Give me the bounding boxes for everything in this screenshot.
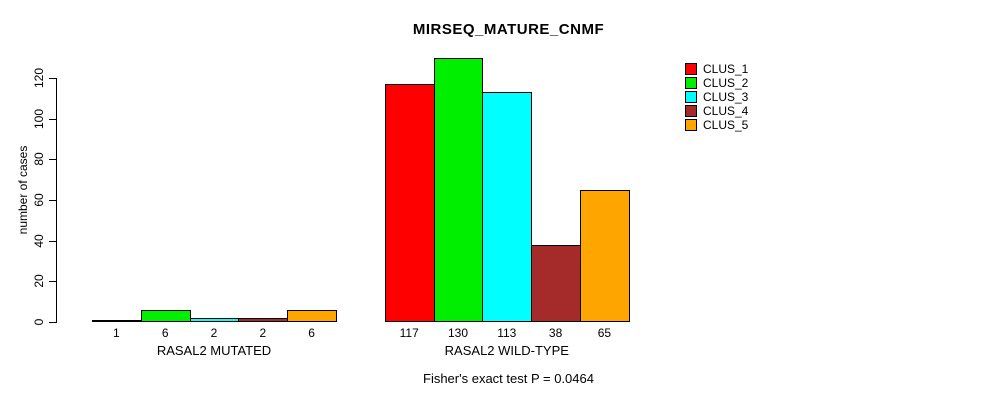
- legend-label: CLUS_5: [703, 118, 749, 132]
- legend-label: CLUS_2: [703, 76, 749, 90]
- y-tick: [49, 281, 56, 283]
- bar-value-label: 2: [259, 326, 267, 340]
- group-label: RASAL2 WILD-TYPE: [444, 343, 569, 358]
- group-label: RASAL2 MUTATED: [156, 343, 272, 358]
- legend-label: CLUS_1: [703, 62, 749, 76]
- y-tick: [49, 118, 56, 120]
- bar-value-label: 65: [597, 326, 612, 340]
- y-tick: [49, 322, 56, 323]
- y-tick: [49, 78, 56, 79]
- bar-value-label: 6: [161, 326, 169, 340]
- legend-label: CLUS_3: [703, 90, 749, 104]
- bar: [287, 309, 337, 322]
- bar-value-label: 38: [548, 326, 563, 340]
- y-axis-line: [56, 78, 57, 323]
- legend-swatch: [685, 105, 697, 117]
- y-axis-label: number of cases: [16, 145, 30, 235]
- bar: [482, 92, 533, 322]
- y-tick-label: 100: [32, 108, 46, 129]
- bar: [384, 84, 435, 322]
- bar-value-label: 6: [308, 326, 315, 340]
- legend-swatch: [685, 77, 697, 89]
- legend-item: CLUS_5: [685, 118, 748, 132]
- bar: [531, 244, 581, 322]
- legend-item: CLUS_3: [685, 90, 748, 104]
- bar: [433, 57, 484, 322]
- legend-swatch: [685, 119, 697, 131]
- bar-value-label: 1: [113, 326, 120, 340]
- bar: [580, 189, 630, 322]
- y-tick-label: 40: [32, 233, 46, 248]
- legend-swatch: [685, 91, 697, 103]
- bar-value-label: 113: [497, 326, 517, 340]
- bar: [189, 317, 240, 322]
- chart-title: MIRSEQ_MATURE_CNMF: [412, 21, 605, 38]
- legend: CLUS_1 CLUS_2 CLUS_3 CLUS_4 CLUS_5: [685, 62, 748, 132]
- annotation-text: Fisher's exact test P = 0.0464: [423, 371, 594, 386]
- bar-value-label: 2: [210, 326, 218, 340]
- y-tick-label: 60: [32, 193, 46, 207]
- bar-value-label: 130: [447, 326, 469, 340]
- legend-label: CLUS_4: [703, 104, 749, 118]
- bar: [238, 317, 289, 322]
- y-tick-label: 20: [32, 274, 46, 289]
- bar: [92, 319, 142, 322]
- bar: [140, 309, 191, 322]
- y-tick-label: 120: [32, 67, 46, 89]
- y-tick: [49, 240, 56, 242]
- y-tick: [49, 159, 56, 161]
- bar-value-label: 117: [399, 326, 419, 340]
- y-tick-label: 0: [32, 318, 46, 326]
- legend-swatch: [685, 63, 697, 75]
- y-tick: [49, 200, 56, 201]
- legend-item: CLUS_4: [685, 104, 748, 118]
- legend-item: CLUS_2: [685, 76, 748, 90]
- y-tick-label: 80: [32, 152, 46, 167]
- legend-item: CLUS_1: [685, 62, 748, 76]
